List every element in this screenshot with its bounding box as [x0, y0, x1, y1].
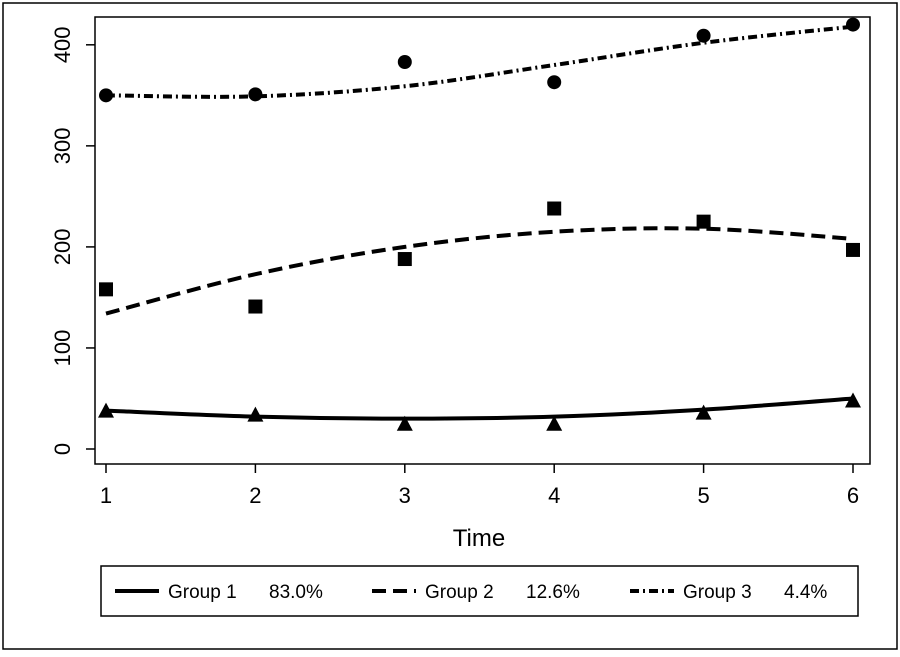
series-3	[99, 17, 860, 103]
y-tick-label-100: 100	[50, 330, 75, 367]
legend-share-2: 12.6%	[526, 582, 580, 603]
x-tick-label-5: 5	[697, 483, 709, 508]
series-1-point-6	[845, 392, 861, 408]
series-1-point-1	[98, 402, 114, 418]
legend-label-2: Group 2	[425, 582, 494, 603]
legend: Group 1 83.0% Group 2 12.6% Group 3 4.4%	[115, 582, 827, 603]
series-2-point-4	[547, 201, 562, 216]
legend-share-3: 4.4%	[784, 582, 827, 603]
series-1-point-2	[247, 406, 264, 422]
legend-box	[100, 565, 859, 617]
plot-area	[94, 16, 871, 465]
x-tick-label-4: 4	[548, 483, 560, 508]
series-1-fitted-line	[105, 396, 854, 421]
x-tick-label-3: 3	[399, 483, 411, 508]
series-2-point-6	[846, 242, 860, 257]
series-layer	[98, 17, 861, 431]
series-2	[99, 201, 860, 316]
x-tick-label-2: 2	[249, 483, 261, 508]
series-1-point-4	[546, 415, 563, 431]
x-axis-label: Time	[453, 525, 505, 552]
series-1	[98, 392, 861, 431]
x-axis: 1 2 3 4 5 6	[100, 464, 859, 508]
series-3-fitted-line	[105, 24, 854, 99]
series-3-point-3	[397, 54, 412, 69]
y-tick-label-300: 300	[50, 128, 75, 165]
series-2-point-2	[248, 299, 263, 314]
x-tick-label-1: 1	[100, 483, 112, 508]
series-2-point-3	[397, 252, 412, 267]
y-axis: 0 100 200 300 400	[50, 26, 95, 455]
legend-share-1: 83.0%	[269, 582, 323, 603]
y-tick-label-400: 400	[50, 26, 75, 63]
series-2-point-1	[99, 282, 113, 297]
series-2-point-5	[696, 214, 711, 229]
x-tick-label-6: 6	[847, 483, 859, 508]
series-2-fitted-line	[105, 226, 854, 316]
series-3-point-1	[99, 88, 113, 103]
legend-label-1: Group 1	[168, 582, 237, 603]
y-tick-label-200: 200	[50, 229, 75, 266]
y-tick-label-0: 0	[50, 443, 75, 455]
series-3-point-2	[248, 87, 263, 102]
series-1-point-3	[396, 415, 413, 431]
series-3-point-4	[547, 75, 562, 90]
series-3-point-6	[846, 17, 860, 32]
series-1-point-5	[695, 404, 712, 420]
series-3-point-5	[696, 28, 711, 43]
legend-label-3: Group 3	[683, 582, 752, 603]
